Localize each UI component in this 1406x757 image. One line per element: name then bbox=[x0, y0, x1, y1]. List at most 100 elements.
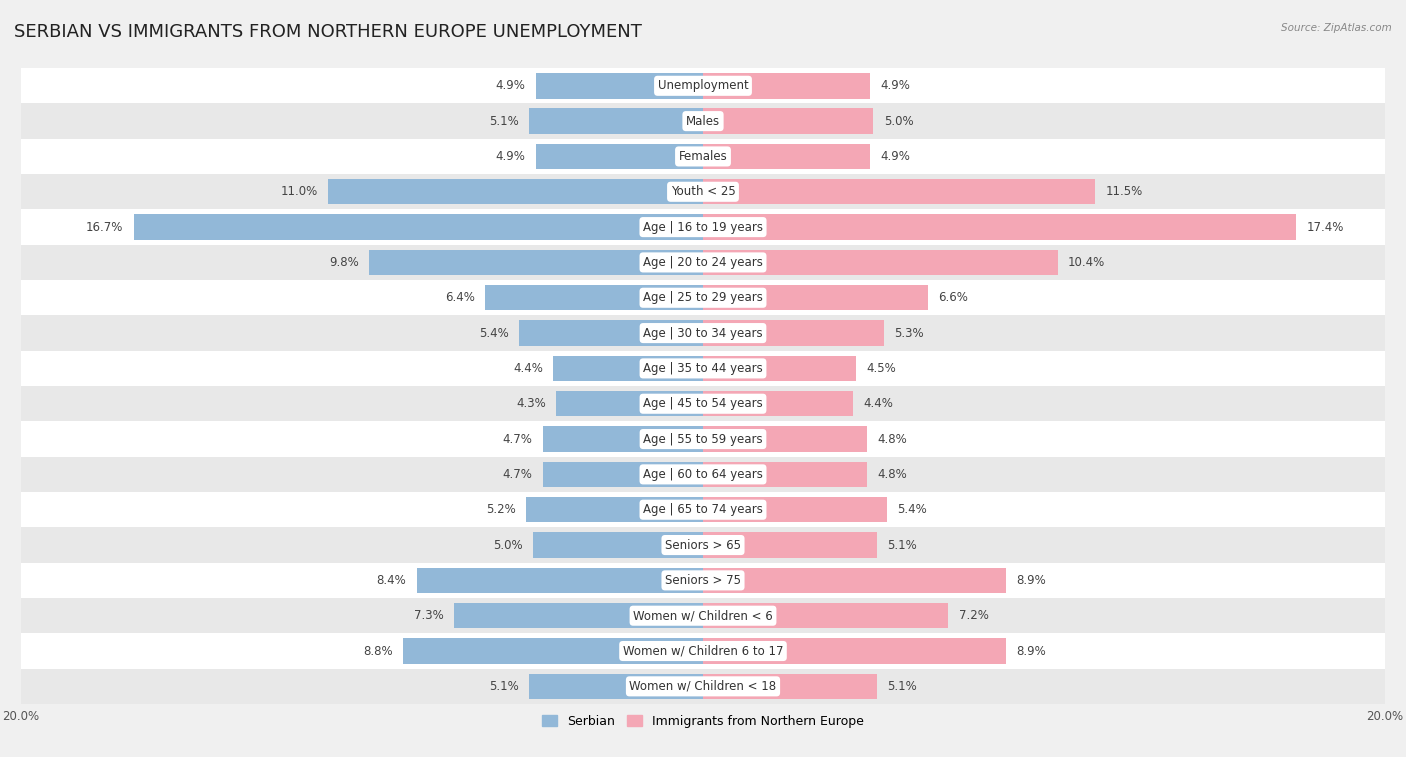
Bar bbox=[703, 285, 928, 310]
Text: SERBIAN VS IMMIGRANTS FROM NORTHERN EUROPE UNEMPLOYMENT: SERBIAN VS IMMIGRANTS FROM NORTHERN EURO… bbox=[14, 23, 643, 41]
Bar bbox=[529, 108, 703, 134]
Bar bbox=[404, 638, 703, 664]
Bar bbox=[703, 532, 877, 558]
Bar bbox=[703, 108, 873, 134]
Bar bbox=[543, 426, 703, 452]
Bar bbox=[21, 598, 1385, 634]
Text: 5.0%: 5.0% bbox=[492, 538, 522, 552]
Bar bbox=[21, 350, 1385, 386]
Text: 4.9%: 4.9% bbox=[496, 150, 526, 163]
Text: 5.0%: 5.0% bbox=[884, 114, 914, 128]
Text: 5.1%: 5.1% bbox=[489, 680, 519, 693]
Text: Age | 20 to 24 years: Age | 20 to 24 years bbox=[643, 256, 763, 269]
Text: Females: Females bbox=[679, 150, 727, 163]
Text: 9.8%: 9.8% bbox=[329, 256, 359, 269]
Bar bbox=[553, 356, 703, 381]
Text: 4.9%: 4.9% bbox=[880, 79, 910, 92]
Bar bbox=[703, 356, 856, 381]
Text: Seniors > 75: Seniors > 75 bbox=[665, 574, 741, 587]
Text: 4.7%: 4.7% bbox=[503, 468, 533, 481]
Text: 5.4%: 5.4% bbox=[479, 326, 509, 340]
Bar bbox=[703, 144, 870, 169]
Text: Women w/ Children < 18: Women w/ Children < 18 bbox=[630, 680, 776, 693]
Bar bbox=[485, 285, 703, 310]
Bar bbox=[21, 634, 1385, 668]
Bar bbox=[21, 139, 1385, 174]
Bar bbox=[21, 68, 1385, 104]
Bar bbox=[703, 179, 1095, 204]
Bar bbox=[703, 638, 1007, 664]
Text: Women w/ Children < 6: Women w/ Children < 6 bbox=[633, 609, 773, 622]
Text: Youth < 25: Youth < 25 bbox=[671, 185, 735, 198]
Bar bbox=[703, 497, 887, 522]
Bar bbox=[21, 422, 1385, 456]
Bar bbox=[526, 497, 703, 522]
Bar bbox=[368, 250, 703, 275]
Bar bbox=[21, 492, 1385, 528]
Text: 4.5%: 4.5% bbox=[866, 362, 897, 375]
Text: 5.4%: 5.4% bbox=[897, 503, 927, 516]
Bar bbox=[703, 73, 870, 98]
Text: Age | 55 to 59 years: Age | 55 to 59 years bbox=[643, 432, 763, 446]
Text: Seniors > 65: Seniors > 65 bbox=[665, 538, 741, 552]
Bar bbox=[703, 250, 1057, 275]
Text: Age | 30 to 34 years: Age | 30 to 34 years bbox=[643, 326, 763, 340]
Text: Age | 35 to 44 years: Age | 35 to 44 years bbox=[643, 362, 763, 375]
Bar bbox=[529, 674, 703, 699]
Text: 11.0%: 11.0% bbox=[280, 185, 318, 198]
Text: 4.4%: 4.4% bbox=[513, 362, 543, 375]
Bar bbox=[21, 280, 1385, 316]
Text: 4.4%: 4.4% bbox=[863, 397, 893, 410]
Bar bbox=[21, 104, 1385, 139]
Bar bbox=[703, 320, 884, 346]
Bar bbox=[454, 603, 703, 628]
Text: Source: ZipAtlas.com: Source: ZipAtlas.com bbox=[1281, 23, 1392, 33]
Bar bbox=[21, 668, 1385, 704]
Text: 17.4%: 17.4% bbox=[1306, 220, 1344, 234]
Text: 4.8%: 4.8% bbox=[877, 468, 907, 481]
Bar bbox=[557, 391, 703, 416]
Bar bbox=[703, 214, 1296, 240]
Text: 5.2%: 5.2% bbox=[485, 503, 516, 516]
Bar bbox=[703, 568, 1007, 593]
Bar bbox=[21, 174, 1385, 210]
Bar bbox=[21, 562, 1385, 598]
Text: 10.4%: 10.4% bbox=[1067, 256, 1105, 269]
Text: 16.7%: 16.7% bbox=[86, 220, 124, 234]
Bar bbox=[536, 144, 703, 169]
Bar bbox=[519, 320, 703, 346]
Bar bbox=[416, 568, 703, 593]
Bar bbox=[21, 456, 1385, 492]
Text: 8.8%: 8.8% bbox=[363, 644, 392, 658]
Bar bbox=[21, 245, 1385, 280]
Text: 6.4%: 6.4% bbox=[444, 291, 475, 304]
Text: Age | 60 to 64 years: Age | 60 to 64 years bbox=[643, 468, 763, 481]
Bar bbox=[536, 73, 703, 98]
Legend: Serbian, Immigrants from Northern Europe: Serbian, Immigrants from Northern Europe bbox=[537, 710, 869, 733]
Text: 4.8%: 4.8% bbox=[877, 432, 907, 446]
Bar bbox=[21, 210, 1385, 245]
Text: Age | 25 to 29 years: Age | 25 to 29 years bbox=[643, 291, 763, 304]
Bar bbox=[543, 462, 703, 487]
Bar bbox=[21, 528, 1385, 562]
Bar bbox=[533, 532, 703, 558]
Text: 4.9%: 4.9% bbox=[496, 79, 526, 92]
Text: 5.1%: 5.1% bbox=[887, 538, 917, 552]
Text: 8.9%: 8.9% bbox=[1017, 644, 1046, 658]
Text: Age | 45 to 54 years: Age | 45 to 54 years bbox=[643, 397, 763, 410]
Text: 5.3%: 5.3% bbox=[894, 326, 924, 340]
Text: 4.3%: 4.3% bbox=[516, 397, 546, 410]
Text: 4.9%: 4.9% bbox=[880, 150, 910, 163]
Bar bbox=[703, 391, 853, 416]
Bar bbox=[703, 426, 866, 452]
Text: 8.4%: 8.4% bbox=[377, 574, 406, 587]
Text: 4.7%: 4.7% bbox=[503, 432, 533, 446]
Bar bbox=[21, 386, 1385, 422]
Text: 5.1%: 5.1% bbox=[489, 114, 519, 128]
Text: Women w/ Children 6 to 17: Women w/ Children 6 to 17 bbox=[623, 644, 783, 658]
Bar bbox=[134, 214, 703, 240]
Text: Age | 16 to 19 years: Age | 16 to 19 years bbox=[643, 220, 763, 234]
Bar bbox=[328, 179, 703, 204]
Text: Unemployment: Unemployment bbox=[658, 79, 748, 92]
Text: 6.6%: 6.6% bbox=[938, 291, 969, 304]
